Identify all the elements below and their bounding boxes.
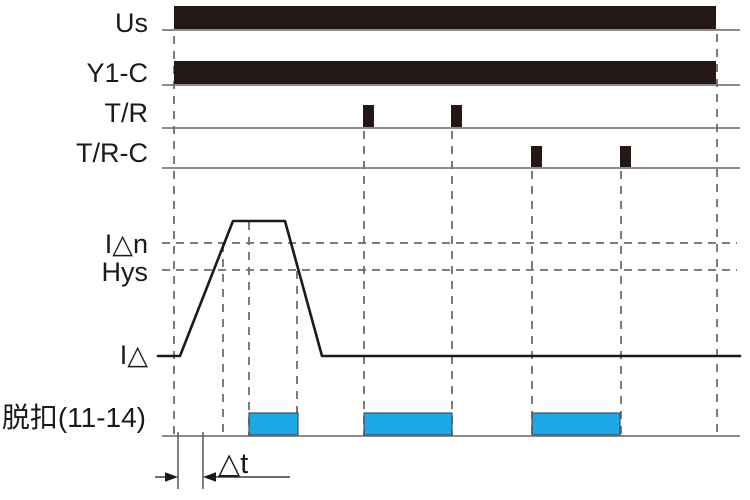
row-label-hys: Hys [102, 257, 149, 287]
row-label-idn: I△n [105, 229, 148, 259]
row-label-id: I△ [120, 340, 149, 370]
row-label-trc: T/R-C [76, 138, 148, 168]
tr-pulse-2 [451, 105, 462, 127]
delta-t-label: △t [218, 448, 248, 480]
y1c-high-bar [174, 61, 716, 84]
trip-bar-2 [363, 412, 453, 436]
trip-bar-3 [531, 412, 621, 436]
trc-pulse-2 [620, 146, 631, 167]
trc-pulse-1 [531, 146, 542, 167]
current-signal-trace [156, 219, 742, 358]
dim-arrow-left-head-icon [165, 472, 178, 482]
row-label-tr: T/R [105, 98, 149, 128]
trip-bar-1 [248, 412, 299, 436]
tr-pulse-1 [363, 105, 374, 127]
dim-arrow-right-head-icon [203, 472, 216, 482]
row-label-us: Us [115, 8, 148, 38]
row-label-y1c: Y1-C [86, 58, 148, 88]
row-label-trip: 脱扣(11-14) [2, 402, 146, 433]
us-high-bar [174, 6, 716, 29]
